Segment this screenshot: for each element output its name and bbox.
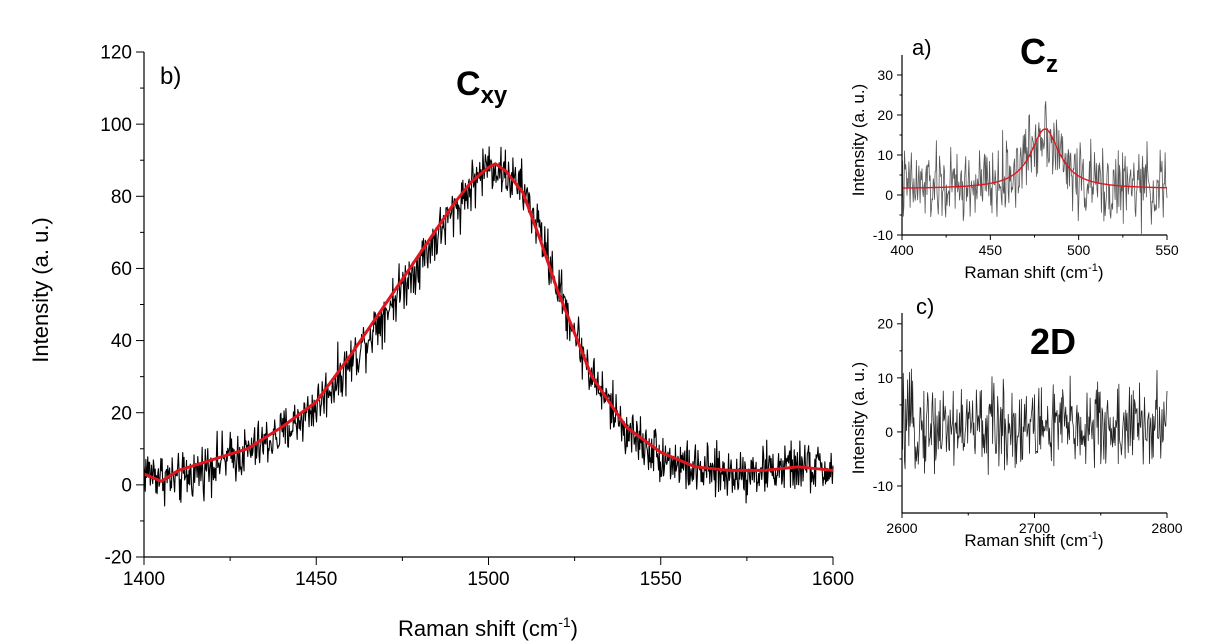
panel-c-x-title-tail: ): [1098, 531, 1104, 550]
panel-c-series-group: [901, 368, 1168, 476]
panel-a-fit-line: [901, 128, 1168, 189]
panel-c-x-tick-label: 2800: [1151, 520, 1182, 536]
panel-b-x-tick-label: 1400: [123, 569, 165, 590]
panel-c-raw-line: [901, 368, 1168, 476]
panel-b-peak-label: Cxy: [456, 65, 508, 109]
panel-a-peak-label: Cz: [1020, 31, 1058, 78]
panel-a-x-axis-title: Raman shift (cm-1): [964, 262, 1103, 282]
panel-b-x-title-tail: ): [571, 616, 578, 641]
panel-a-y-axis-title: Intensity (a. u.): [849, 84, 868, 196]
panel-b-peak-sub: xy: [481, 82, 508, 109]
panel-b-y-tick-label: 80: [111, 187, 132, 208]
panel-b-smoothed-line: [143, 162, 834, 483]
panel-b-x-axis-title: Raman shift (cm-1): [398, 614, 578, 641]
panel-c-chart: 2600 2700 2800 -10 0 10 20 c) 2D Raman shift (…: [849, 294, 1183, 550]
panel-b-y-tick-label: 20: [111, 403, 132, 424]
panel-c-y-tick-label: 0: [885, 424, 893, 440]
panel-c-x-tick-label: 2600: [886, 520, 917, 536]
panel-b-y-tick-label: 40: [111, 331, 132, 352]
panel-b-y-tick-label: 0: [121, 476, 132, 497]
panel-c-y-axis-title: Intensity (a. u.): [849, 362, 868, 474]
panel-a-peak-sub: z: [1046, 51, 1058, 78]
panel-a-x-tick-label: 500: [1067, 242, 1091, 258]
panel-c-peak-label: 2D: [1030, 321, 1076, 362]
panel-b-y-tick-label: 120: [100, 43, 132, 64]
panel-a-x-tick-label: 450: [979, 242, 1003, 258]
panel-a-y-tick-label: 0: [885, 187, 893, 203]
panel-b-x-tick-label: 1600: [812, 569, 854, 590]
panel-c-x-title-sup: -1: [1088, 530, 1098, 542]
panel-c-x-title-main: Raman shift (cm: [964, 531, 1088, 550]
panel-b-series-group: [143, 146, 834, 507]
panel-a-y-tick-label: 20: [877, 107, 893, 123]
panel-c-y-tick-label: 10: [877, 370, 893, 386]
panel-a-y-tick-label: -10: [873, 227, 893, 243]
panel-a-letter: a): [912, 35, 932, 60]
panel-a-y-tick-label: 10: [877, 147, 893, 163]
panel-b-y-tick-label: 60: [111, 259, 132, 280]
panel-c-axes: 2600 2700 2800 -10 0 10 20: [873, 313, 1183, 536]
panel-b-x-title-main: Raman shift (cm: [398, 616, 558, 641]
panel-a-x-tick-label: 400: [890, 242, 914, 258]
panel-c-peak-main: 2D: [1030, 321, 1076, 362]
panel-a-series-group: [901, 101, 1168, 235]
panel-a-raw-line: [901, 101, 1168, 235]
panel-c-x-tick-label: 2700: [1019, 520, 1050, 536]
panel-a-peak-main: C: [1020, 31, 1046, 72]
panel-a-x-tick-label: 550: [1155, 242, 1179, 258]
panel-b-letter: b): [160, 63, 181, 90]
panel-c-letter: c): [916, 294, 934, 319]
panel-b-x-title-sup: -1: [558, 614, 571, 630]
panel-a-x-title-tail: ): [1098, 263, 1104, 282]
panel-b-y-tick-label: 100: [100, 115, 132, 136]
panel-b-y-tick-label: -20: [105, 548, 132, 569]
panel-a-x-title-main: Raman shift (cm: [964, 263, 1088, 282]
panel-b-chart: 1400 1450 1500 1550 1600 -20 0 20 40 60 80 100 120 b…: [28, 43, 854, 641]
panel-a-y-tick-label: 30: [877, 67, 893, 83]
panel-a-axes: 400 450 500 550 -10 0 10 20 30: [873, 55, 1179, 258]
panel-b-axes: 1400 1450 1500 1550 1600 -20 0 20 40 60 80 100 120: [100, 43, 854, 590]
panel-b-y-axis-title: Intensity (a. u.): [28, 217, 53, 363]
panel-c-x-axis-title: Raman shift (cm-1): [964, 530, 1103, 550]
panel-a-chart: 400 450 500 550 -10 0 10 20 30 a) Cz Raman shift…: [849, 31, 1179, 282]
panel-b-x-tick-label: 1550: [640, 569, 682, 590]
panel-b-peak-main: C: [456, 65, 481, 103]
panel-c-y-tick-label: -10: [873, 478, 893, 494]
panel-c-y-tick-label: 20: [877, 316, 893, 332]
panel-b-x-tick-label: 1450: [295, 569, 337, 590]
panel-a-x-title-sup: -1: [1088, 262, 1098, 274]
panel-b-x-tick-label: 1500: [467, 569, 509, 590]
